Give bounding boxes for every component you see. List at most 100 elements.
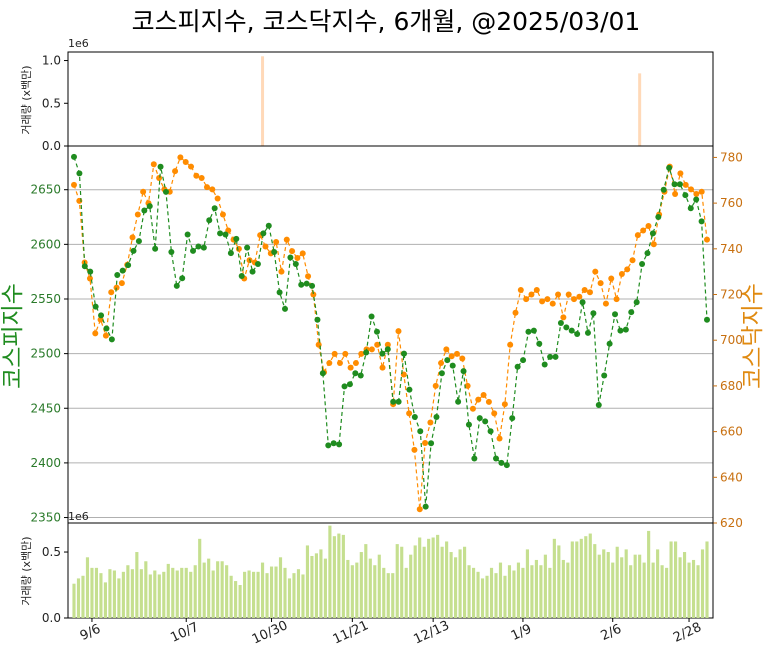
series-point — [528, 291, 535, 298]
volume-bar — [418, 537, 422, 618]
series-point — [198, 174, 205, 181]
series-point — [622, 326, 629, 333]
volume-bar — [269, 566, 274, 618]
volume-bar — [404, 567, 408, 618]
series-point — [639, 261, 646, 268]
series-point — [182, 158, 189, 165]
series-point — [687, 205, 694, 212]
series-point — [584, 329, 591, 336]
series-point — [693, 196, 700, 203]
volume-bar — [135, 552, 139, 618]
series-point — [173, 282, 180, 289]
series-point — [655, 214, 662, 221]
bottom-volume-bars — [72, 525, 709, 618]
series-point — [645, 222, 652, 229]
series-point — [571, 296, 578, 303]
top-volume-yticks: 0.0 0.5 1.0 — [42, 54, 68, 153]
volume-bar — [229, 575, 233, 618]
volume-bar — [665, 567, 669, 618]
series-point — [514, 363, 521, 370]
series-point — [292, 261, 299, 268]
series-point — [118, 280, 125, 287]
series-point — [411, 414, 418, 421]
series-point — [432, 382, 439, 389]
series-point — [195, 243, 202, 250]
series-point — [460, 368, 467, 375]
series-point — [549, 300, 556, 307]
volume-bar — [633, 554, 637, 618]
series-point — [523, 296, 530, 303]
volume-bar — [180, 567, 184, 618]
volume-bar — [216, 561, 220, 618]
series-point — [628, 309, 635, 316]
volume-bar — [494, 573, 498, 618]
volume-bar — [507, 565, 512, 618]
series-point — [314, 316, 321, 323]
series-point — [422, 503, 429, 510]
volume-bar — [189, 571, 193, 618]
volume-bar — [76, 578, 81, 618]
series-point — [443, 346, 450, 353]
volume-bar — [534, 559, 538, 618]
kospi-ytick-label: 2600 — [30, 237, 61, 251]
volume-bar — [422, 546, 426, 618]
volume-bar — [211, 570, 215, 618]
volume-bar — [489, 567, 494, 618]
xtick-label: 11/21 — [331, 618, 371, 647]
series-point — [581, 286, 588, 293]
volume-bar — [171, 567, 175, 618]
volume-bar — [260, 562, 265, 618]
volume-bar — [651, 562, 655, 618]
kosdaq-ytick-label: 760 — [720, 196, 743, 210]
series-point — [265, 222, 272, 229]
volume-bar — [256, 571, 260, 618]
series-point — [601, 372, 608, 379]
series-point — [487, 428, 494, 435]
volume-bar — [597, 554, 601, 618]
series-point — [254, 261, 261, 268]
volume-bar — [512, 570, 516, 618]
volume-bar — [108, 569, 112, 618]
series-point — [347, 364, 354, 371]
volume-bar — [126, 565, 130, 618]
series-point — [203, 184, 210, 191]
series-point — [211, 205, 218, 212]
volume-bar — [440, 546, 444, 618]
main-frame — [67, 145, 714, 524]
volume-bar — [458, 549, 462, 618]
main-index-panel: 2350 2400 2450 2500 2550 2600 2650 620 640 660 68… — [0, 145, 766, 530]
kosdaq-ytick-label: 700 — [720, 333, 743, 347]
volume-bar — [624, 549, 628, 618]
volume-bar — [310, 555, 314, 618]
series-point — [557, 320, 564, 327]
volume-bar — [552, 538, 556, 618]
series-point — [113, 284, 120, 291]
volume-bar — [700, 549, 705, 618]
top-volume-bar — [638, 73, 642, 146]
series-point — [704, 316, 710, 323]
volume-bar — [198, 538, 202, 618]
top-volume-scale-label: 1e6 — [68, 37, 89, 50]
volume-bar — [400, 546, 404, 618]
series-point — [299, 250, 306, 257]
series-point — [233, 235, 240, 242]
chart-title: 코스피지수, 코스닥지수, 6개월, @2025/03/01 — [132, 7, 641, 36]
volume-bar — [103, 582, 107, 618]
series-point — [152, 245, 159, 252]
series-point — [283, 236, 290, 243]
volume-bar — [337, 533, 341, 618]
series-point — [71, 153, 77, 160]
series-point — [373, 328, 380, 335]
volume-bar — [382, 567, 386, 618]
series-point — [395, 328, 402, 335]
volume-bar — [355, 562, 359, 618]
series-point — [465, 421, 472, 428]
top-volume-frame — [67, 51, 714, 147]
volume-bar — [341, 534, 345, 618]
series-point — [156, 174, 163, 181]
volume-bar — [323, 558, 327, 618]
series-point — [453, 350, 460, 357]
volume-bar — [207, 558, 211, 618]
top-volume-ytick-label: 0.0 — [42, 139, 61, 153]
series-point — [289, 248, 296, 255]
